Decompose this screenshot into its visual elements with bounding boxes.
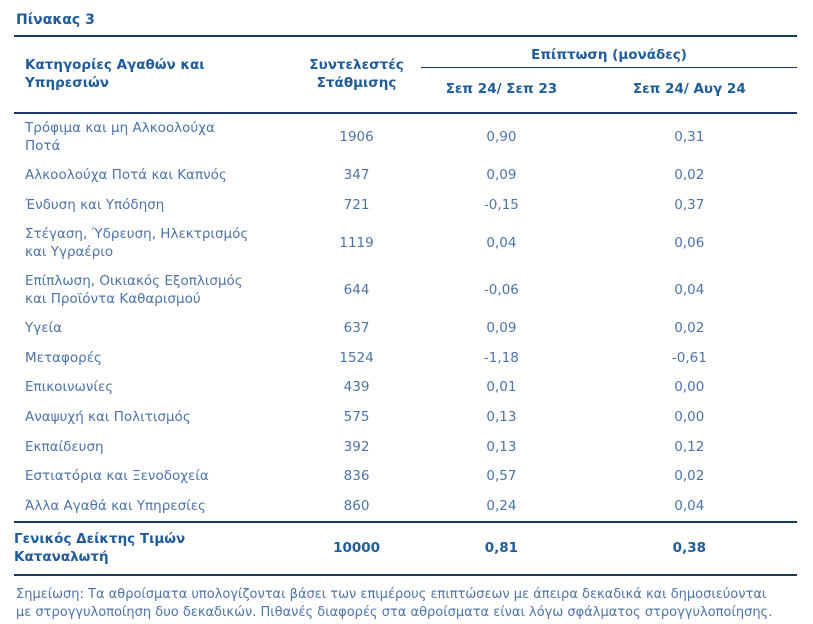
weight-cell: 860 [343,497,370,514]
column-header-impact-mom: Σεπ 24/ Αυγ 24 [581,67,797,114]
impact-mom-cell: 0,37 [674,196,705,213]
table-row: Μεταφορές 1524 -1,18 -0,61 [14,344,797,374]
impact-yoy-cell: 0,13 [486,409,517,426]
impact-yoy-cell: 0,90 [486,128,517,145]
table-row: Στέγαση, Ύδρευση, Ηλεκτρισμός και Υγραέρ… [14,220,797,267]
weight-cell: 392 [343,438,370,455]
table-note: Σημείωση: Τα αθροίσματα υπολογίζονται βά… [16,587,773,621]
table-row: Αλκοολούχα Ποτά και Καπνός 347 0,09 0,02 [14,161,797,191]
impact-yoy-cell: 0,01 [486,379,517,396]
impact-yoy-cell: -0,06 [483,282,519,299]
impact-yoy-cell: 0,57 [486,468,517,485]
impact-mom-cell: 0,12 [674,438,705,455]
table-header: Κατηγορίες Αγαθών και Υπηρεσιών Συντελεσ… [14,37,797,114]
impact-yoy-cell: -1,18 [483,349,519,366]
impact-mom-cell: -0,61 [671,349,707,366]
weight-cell: 836 [343,468,370,485]
category-cell: Μεταφορές [25,349,102,366]
category-cell: Άλλα Αγαθά και Υπηρεσίες [25,497,206,514]
weight-cell: 347 [343,167,370,184]
table-footer: Γενικός Δείκτης Τιμών Καταναλωτή 10000 0… [14,521,797,577]
impact-mom-cell: 0,31 [674,128,705,145]
table-row: Ένδυση και Υπόδηση 721 -0,15 0,37 [14,191,797,221]
table-row: Αναψυχή και Πολιτισμός 575 0,13 0,00 [14,403,797,433]
table-row: Τρόφιμα και μη Αλκοολούχα Ποτά 1906 0,90… [14,113,797,161]
weight-cell: 1906 [339,128,374,145]
impact-mom-cell: 0,06 [674,234,705,251]
table-row: Εκπαίδευση 392 0,13 0,12 [14,433,797,463]
impact-mom-cell: 0,02 [674,468,705,485]
category-cell: Εκπαίδευση [25,438,104,455]
category-cell: Αλκοολούχα Ποτά και Καπνός [25,167,227,184]
cpi-impact-table: Κατηγορίες Αγαθών και Υπηρεσιών Συντελεσ… [14,37,797,577]
category-cell: Τρόφιμα και μη Αλκοολούχα Ποτά [25,120,215,154]
impact-yoy-cell: 0,09 [486,167,517,184]
impact-mom-cell: 0,00 [674,379,705,396]
impact-yoy-cell: 0,09 [486,320,517,337]
total-weight-cell: 10000 [291,521,422,577]
category-cell: Επίπλωση, Οικιακός Εξοπλισμός και Προϊόν… [25,273,243,307]
impact-yoy-cell: -0,15 [483,196,519,213]
column-header-categories: Κατηγορίες Αγαθών και Υπηρεσιών [14,37,292,114]
impact-yoy-cell: 0,04 [486,234,517,251]
weight-cell: 637 [343,320,370,337]
weight-cell: 439 [343,379,370,396]
weight-cell: 1524 [339,349,374,366]
table-row: Άλλα Αγαθά και Υπηρεσίες 860 0,24 0,04 [14,492,797,523]
category-cell: Υγεία [25,320,62,337]
weight-cell: 644 [343,282,370,299]
impact-mom-cell: 0,04 [674,497,705,514]
table-row: Επικοινωνίες 439 0,01 0,00 [14,373,797,403]
page-title: Πίνακας 3 [14,8,797,37]
total-impact-mom-cell: 0,38 [581,521,797,577]
total-category-cell: Γενικός Δείκτης Τιμών Καταναλωτή [14,521,292,577]
weight-cell: 721 [343,196,370,213]
impact-mom-cell: 0,00 [674,409,705,426]
impact-mom-cell: 0,02 [674,320,705,337]
column-header-weights: Συντελεστές Στάθμισης [291,37,422,114]
table-row: Επίπλωση, Οικιακός Εξοπλισμός και Προϊόν… [14,267,797,314]
category-cell: Στέγαση, Ύδρευση, Ηλεκτρισμός και Υγραέρ… [25,226,249,260]
impact-mom-cell: 0,02 [674,167,705,184]
weight-cell: 1119 [339,234,374,251]
column-header-impact-yoy: Σεπ 24/ Σεπ 23 [421,67,582,114]
total-row: Γενικός Δείκτης Τιμών Καταναλωτή 10000 0… [14,521,797,577]
category-cell: Εστιατόρια και Ξενοδοχεία [25,468,209,485]
column-header-impact-group: Επίπτωση (μονάδες) [421,37,797,68]
table-row: Υγεία 637 0,09 0,02 [14,314,797,344]
category-cell: Ένδυση και Υπόδηση [25,196,165,213]
impact-yoy-cell: 0,24 [486,497,517,514]
category-cell: Αναψυχή και Πολιτισμός [25,409,191,426]
table-body: Τρόφιμα και μη Αλκοολούχα Ποτά 1906 0,90… [14,113,797,522]
weight-cell: 575 [343,409,370,426]
category-cell: Επικοινωνίες [25,379,114,396]
table-row: Εστιατόρια και Ξενοδοχεία 836 0,57 0,02 [14,462,797,492]
impact-mom-cell: 0,04 [674,282,705,299]
impact-yoy-cell: 0,13 [486,438,517,455]
total-impact-yoy-cell: 0,81 [421,521,582,577]
